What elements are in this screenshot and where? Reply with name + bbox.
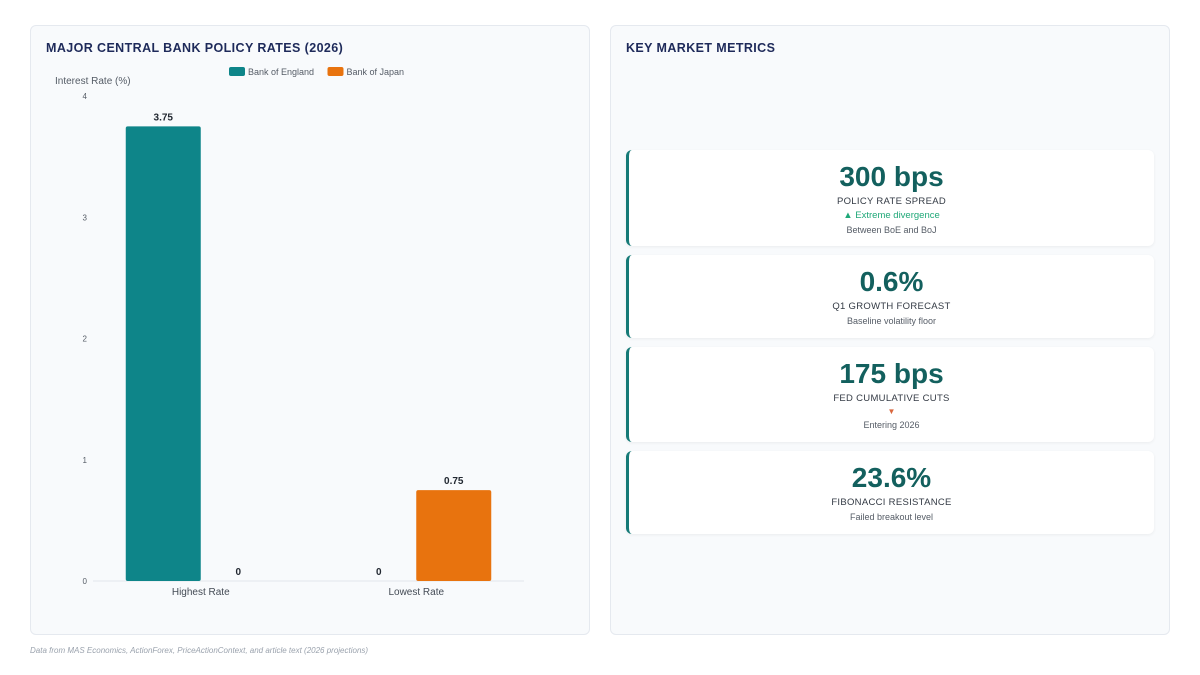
y-tick-label: 2 [83,335,88,344]
metric-card-fibonacci: 23.6% FIBONACCI RESISTANCE Failed breako… [626,451,1154,534]
metric-label: FIBONACCI RESISTANCE [831,497,952,508]
legend-entry: Bank of England [248,67,314,77]
chart-panel: Interest Rate (%) 0 1 2 3 4 3.75 0 Highest Rate 0… [30,25,590,635]
data-label: 0.75 [444,476,464,487]
y-axis-label: Interest Rate (%) [55,76,131,87]
bar-bank-of-japan [416,490,492,581]
metrics-panel: KEY MARKET METRICS 300 bps POLICY RATE S… [610,25,1170,635]
metric-card-policy-spread: 300 bps POLICY RATE SPREAD ▲ Extreme div… [626,150,1154,246]
chart-title: MAJOR CENTRAL BANK POLICY RATES (2026) [46,41,344,55]
metric-value: 0.6% [859,266,924,297]
legend-swatch [327,67,344,76]
metric-label: FED CUMULATIVE CUTS [833,393,950,404]
metric-label: POLICY RATE SPREAD [836,196,947,207]
y-tick-label: 1 [83,456,88,465]
x-tick-label: Lowest Rate [388,587,444,598]
metric-trend-up: ▲ Extreme divergence [843,210,940,221]
data-label: 0 [235,567,241,578]
metric-subtext: Entering 2026 [863,420,920,430]
legend-entry: Bank of Japan [347,67,405,77]
metric-value: 300 bps [839,161,944,192]
x-tick-label: Highest Rate [172,587,230,598]
metric-value: 23.6% [851,462,932,493]
metric-trend-down: ▼ [887,407,896,416]
y-tick-label: 0 [83,577,88,586]
source-note: Data from MAS Economics, ActionForex, Pr… [30,646,369,655]
y-tick-label: 3 [83,213,88,222]
metric-subtext: Between BoE and BoJ [846,225,937,235]
bar-chart: Interest Rate (%) 0 1 2 3 4 3.75 0 Highest Rate 0… [55,67,524,598]
data-label: 0 [376,567,382,578]
metrics-title: KEY MARKET METRICS [626,41,776,55]
metric-subtext: Failed breakout level [849,512,934,522]
data-label: 3.75 [154,112,174,123]
metric-card-fed-cuts: 175 bps FED CUMULATIVE CUTS ▼ Entering 2… [626,347,1154,442]
metric-value: 175 bps [839,358,944,389]
bar-bank-of-england [125,126,201,581]
metric-card-growth-forecast: 0.6% Q1 GROWTH FORECAST Baseline volatil… [626,255,1154,338]
legend-swatch [229,67,245,76]
metric-label: Q1 GROWTH FORECAST [832,301,951,312]
y-tick-label: 4 [83,92,88,101]
metric-subtext: Baseline volatility floor [846,316,937,326]
